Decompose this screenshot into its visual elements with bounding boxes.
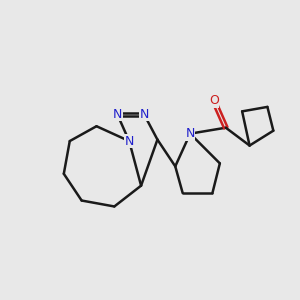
Text: N: N [185,127,195,140]
Text: N: N [124,135,134,148]
Text: N: N [140,108,149,121]
Text: O: O [209,94,219,107]
Text: N: N [112,108,122,121]
